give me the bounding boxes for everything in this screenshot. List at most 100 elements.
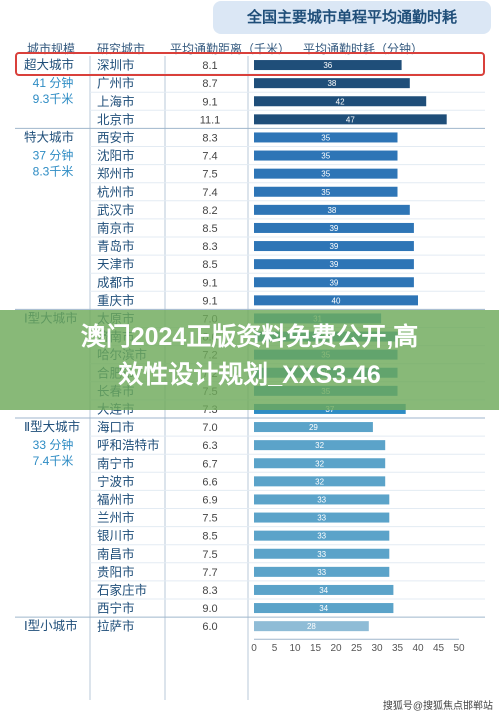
bar-label: 35 <box>321 133 330 142</box>
bar-label: 35 <box>321 188 330 197</box>
group-avg-distance: 7.4千米 <box>33 454 74 468</box>
bar-label: 33 <box>317 514 326 523</box>
city-label: 北京市 <box>97 112 135 127</box>
bar-南昌市 <box>254 548 390 559</box>
bar-银川市 <box>254 530 390 541</box>
distance-value: 8.5 <box>202 531 217 543</box>
city-label: 天津市 <box>97 257 135 272</box>
bar-西安市 <box>254 132 398 143</box>
x-tick-label: 0 <box>251 643 257 654</box>
distance-value: 8.5 <box>202 259 217 271</box>
bar-label: 39 <box>329 260 338 269</box>
bar-label: 33 <box>317 550 326 559</box>
bar-label: 33 <box>317 495 326 504</box>
distance-value: 9.1 <box>202 277 217 289</box>
distance-value: 8.7 <box>202 78 217 90</box>
bar-label: 34 <box>319 586 328 595</box>
city-label: 西安市 <box>97 130 135 145</box>
bar-label: 38 <box>327 206 336 215</box>
distance-value: 7.7 <box>202 567 217 579</box>
x-tick-label: 25 <box>351 643 363 654</box>
chart-title: 全国主要城市单程平均通勤时耗 <box>213 1 491 34</box>
group-name: Ⅱ型大城市 <box>24 419 80 434</box>
distance-value: 7.4 <box>202 187 217 199</box>
bar-label: 38 <box>327 79 336 88</box>
x-tick-label: 20 <box>330 643 342 654</box>
city-label: 呼和浩特市 <box>97 438 160 453</box>
bar-label: 39 <box>329 224 338 233</box>
bar-南宁市 <box>254 458 386 469</box>
city-label: 广州市 <box>97 76 135 91</box>
distance-value: 7.0 <box>202 422 217 434</box>
x-tick-label: 40 <box>412 643 424 654</box>
bar-兰州市 <box>254 512 390 523</box>
group-name: 特大城市 <box>24 129 74 144</box>
bar-沈阳市 <box>254 150 398 161</box>
city-label: 银川市 <box>97 528 135 543</box>
city-label: 武汉市 <box>97 202 135 217</box>
distance-value: 7.5 <box>202 513 217 525</box>
bar-label: 34 <box>319 604 328 613</box>
bar-label: 32 <box>315 477 324 486</box>
city-label: 南京市 <box>97 220 135 235</box>
x-tick-label: 45 <box>433 643 445 654</box>
bar-深圳市 <box>254 60 402 71</box>
city-label: 沈阳市 <box>97 148 135 163</box>
overlay-line-1: 澳门2024正版资料免费公开,高 <box>80 323 419 351</box>
bar-label: 35 <box>321 170 330 179</box>
x-tick-label: 50 <box>453 643 465 654</box>
watermark: 搜狐号@搜狐焦点邯郸站 <box>382 701 493 712</box>
distance-value: 6.6 <box>202 476 217 488</box>
bar-南京市 <box>254 222 414 233</box>
group-avg-time: 37 分钟 <box>33 147 74 162</box>
x-tick-label: 35 <box>392 643 404 654</box>
bar-郑州市 <box>254 168 398 179</box>
bar-宁波市 <box>254 476 386 487</box>
bar-label: 40 <box>332 296 341 305</box>
distance-value: 7.4 <box>202 151 217 163</box>
distance-value: 7.5 <box>202 549 217 561</box>
bar-呼和浩特市 <box>254 440 386 451</box>
bar-武汉市 <box>254 204 410 215</box>
bar-label: 32 <box>315 441 324 450</box>
bar-label: 32 <box>315 459 324 468</box>
bar-label: 47 <box>346 115 355 124</box>
bar-label: 29 <box>309 423 318 432</box>
distance-value: 6.3 <box>202 440 217 452</box>
group-name: Ⅰ型小城市 <box>24 618 78 633</box>
distance-value: 8.5 <box>202 223 217 235</box>
distance-value: 9.0 <box>202 603 217 615</box>
bar-label: 33 <box>317 568 326 577</box>
overlay-banner <box>0 310 499 410</box>
city-label: 青岛市 <box>97 239 135 254</box>
city-label: 上海市 <box>97 94 135 109</box>
bar-label: 35 <box>321 152 330 161</box>
bar-西宁市 <box>254 603 394 614</box>
distance-value: 6.9 <box>202 494 217 506</box>
distance-value: 8.3 <box>202 585 217 597</box>
bar-label: 28 <box>307 622 316 631</box>
group-name: 超大城市 <box>24 57 74 72</box>
group-avg-distance: 9.3千米 <box>33 92 74 106</box>
bar-label: 36 <box>323 61 332 70</box>
distance-value: 8.1 <box>202 60 217 72</box>
city-label: 深圳市 <box>97 58 135 73</box>
highlight-box <box>15 52 485 76</box>
city-label: 福州市 <box>97 492 135 507</box>
bar-重庆市 <box>254 295 418 306</box>
overlay-text: 澳门2024正版资料免费公开,高 效性设计规划_XXS3.46 <box>0 318 499 394</box>
bar-拉萨市 <box>254 621 369 632</box>
distance-value: 9.1 <box>202 96 217 108</box>
city-label: 郑州市 <box>97 166 135 181</box>
city-label: 南昌市 <box>97 546 135 561</box>
distance-value: 6.7 <box>202 458 217 470</box>
x-tick-label: 10 <box>289 643 301 654</box>
x-tick-label: 15 <box>310 643 322 654</box>
group-avg-time: 41 分钟 <box>33 75 74 90</box>
city-label: 西宁市 <box>97 601 135 616</box>
bar-福州市 <box>254 494 390 505</box>
group-avg-distance: 8.3千米 <box>33 164 74 178</box>
distance-value: 6.0 <box>202 621 217 633</box>
x-tick-label: 30 <box>371 643 383 654</box>
bar-北京市 <box>254 114 447 125</box>
